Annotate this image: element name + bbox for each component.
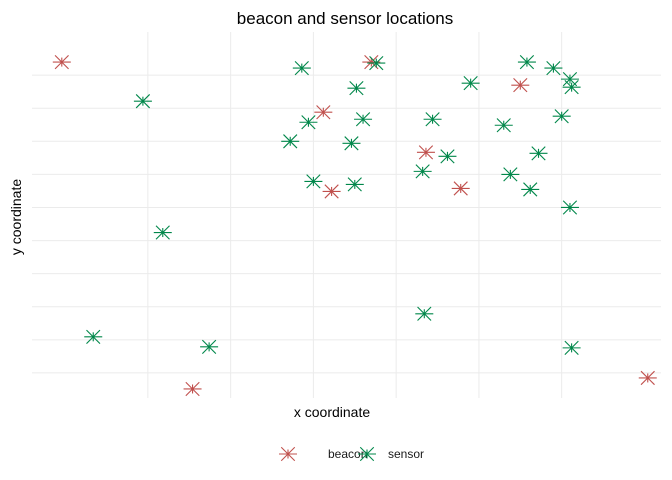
sensor-point bbox=[133, 94, 152, 109]
legend-key-sensor bbox=[358, 446, 376, 462]
sensor-point bbox=[423, 112, 442, 127]
chart-title: beacon and sensor locations bbox=[237, 9, 453, 28]
sensor-point bbox=[544, 60, 563, 76]
sensor-point bbox=[494, 118, 513, 133]
x-axis-label: x coordinate bbox=[294, 404, 370, 420]
sensor-point bbox=[521, 182, 540, 197]
sensor-point bbox=[345, 177, 364, 192]
beacon-point bbox=[314, 105, 333, 120]
beacon-point bbox=[451, 181, 470, 196]
sensor-point bbox=[517, 54, 536, 70]
sensor-point bbox=[299, 115, 318, 130]
data-points bbox=[52, 54, 657, 397]
sensor-point bbox=[501, 167, 520, 182]
sensor-point bbox=[529, 146, 548, 161]
legend-key-beacon bbox=[279, 446, 297, 462]
y-axis-label: y coordinate bbox=[8, 179, 24, 255]
legend-item-beacon: beacon bbox=[279, 446, 367, 462]
beacon-point bbox=[511, 78, 530, 93]
sensor-point bbox=[562, 80, 581, 95]
beacon-point bbox=[183, 381, 202, 397]
legend-label-beacon: beacon bbox=[328, 447, 367, 461]
grid bbox=[32, 32, 661, 398]
beacon-point bbox=[322, 184, 341, 199]
sensor-point bbox=[367, 55, 386, 71]
sensor-point bbox=[552, 109, 571, 124]
sensor-point bbox=[461, 76, 480, 91]
legend-label-sensor: sensor bbox=[388, 447, 424, 461]
sensor-point bbox=[560, 71, 579, 87]
sensor-point bbox=[438, 149, 457, 164]
sensor-point bbox=[281, 134, 300, 149]
beacon-point bbox=[638, 370, 657, 386]
sensor-point bbox=[415, 306, 434, 321]
beacon-point bbox=[52, 54, 71, 70]
sensor-point bbox=[292, 60, 311, 76]
sensor-point bbox=[562, 340, 581, 356]
sensor-point bbox=[413, 164, 432, 179]
beacon-point bbox=[416, 145, 435, 160]
legend-item-sensor: sensor bbox=[358, 446, 424, 462]
sensor-point bbox=[560, 200, 579, 215]
sensor-point bbox=[354, 112, 373, 127]
sensor-point bbox=[347, 81, 366, 96]
sensor-point bbox=[153, 225, 172, 240]
sensor-point bbox=[84, 329, 103, 344]
sensor-point bbox=[200, 339, 219, 354]
sensor-point bbox=[342, 136, 361, 151]
sensor-point bbox=[304, 174, 323, 189]
legend: beacon sensor bbox=[279, 446, 424, 462]
